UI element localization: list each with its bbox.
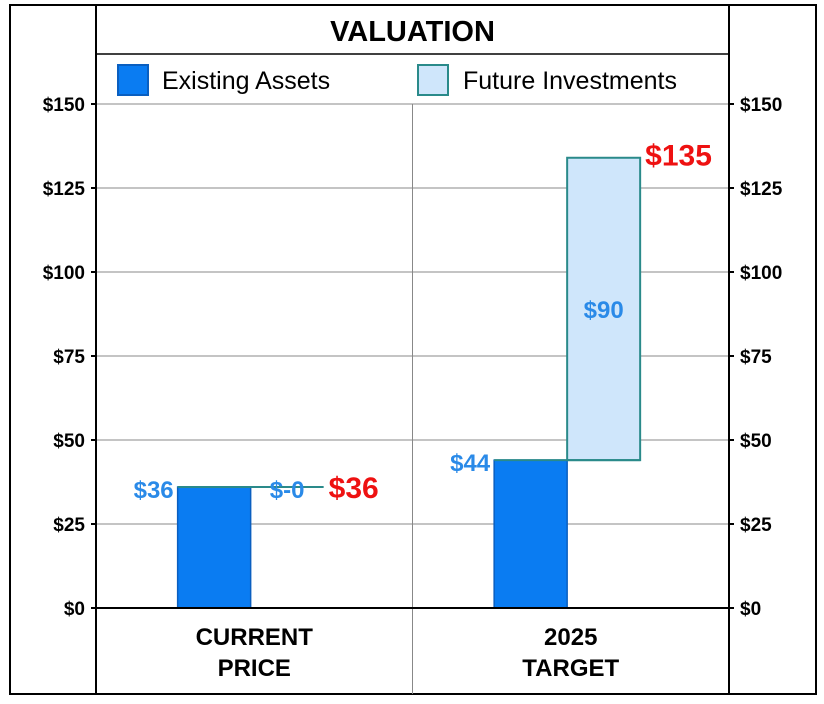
left-tick-label-0: $0 <box>64 599 85 620</box>
left-tick-label-4: $100 <box>43 263 85 284</box>
right-tick-label-3: $75 <box>740 347 772 368</box>
total-label-0: $36 <box>329 472 379 505</box>
legend-swatch-1 <box>417 64 449 96</box>
category-label-0-line-1: PRICE <box>218 655 291 682</box>
data-label-existing-assets-1: $44 <box>450 450 491 477</box>
data-label-future-investments-0: $-0 <box>270 477 305 504</box>
category-label-0-line-0: CURRENT <box>196 624 314 651</box>
total-label-1: $135 <box>645 139 712 172</box>
right-tick-label-5: $125 <box>740 179 783 200</box>
bar-existing-assets-0 <box>176 486 252 609</box>
bar-future-investments-1 <box>566 156 642 462</box>
left-tick-label-1: $25 <box>53 515 85 536</box>
data-label-future-investments-1: $90 <box>584 297 624 324</box>
chart-title: VALUATION <box>330 16 495 48</box>
data-label-existing-assets-0: $36 <box>134 477 174 504</box>
right-tick-label-2: $50 <box>740 431 772 452</box>
category-label-1-line-0: 2025 <box>544 624 597 651</box>
right-tick-label-6: $150 <box>740 95 782 116</box>
category-label-1-line-1: TARGET <box>522 655 619 682</box>
left-tick-label-5: $125 <box>43 179 86 200</box>
right-tick-label-4: $100 <box>740 263 782 284</box>
left-tick-label-3: $75 <box>53 347 85 368</box>
bar-existing-assets-1 <box>493 459 568 609</box>
legend-label-0: Existing Assets <box>162 67 330 95</box>
legend-swatch-0 <box>117 64 149 96</box>
legend-label-1: Future Investments <box>463 67 677 95</box>
right-tick-label-0: $0 <box>740 599 761 620</box>
left-tick-label-2: $50 <box>53 431 85 452</box>
left-tick-label-6: $150 <box>43 95 85 116</box>
right-tick-label-1: $25 <box>740 515 772 536</box>
